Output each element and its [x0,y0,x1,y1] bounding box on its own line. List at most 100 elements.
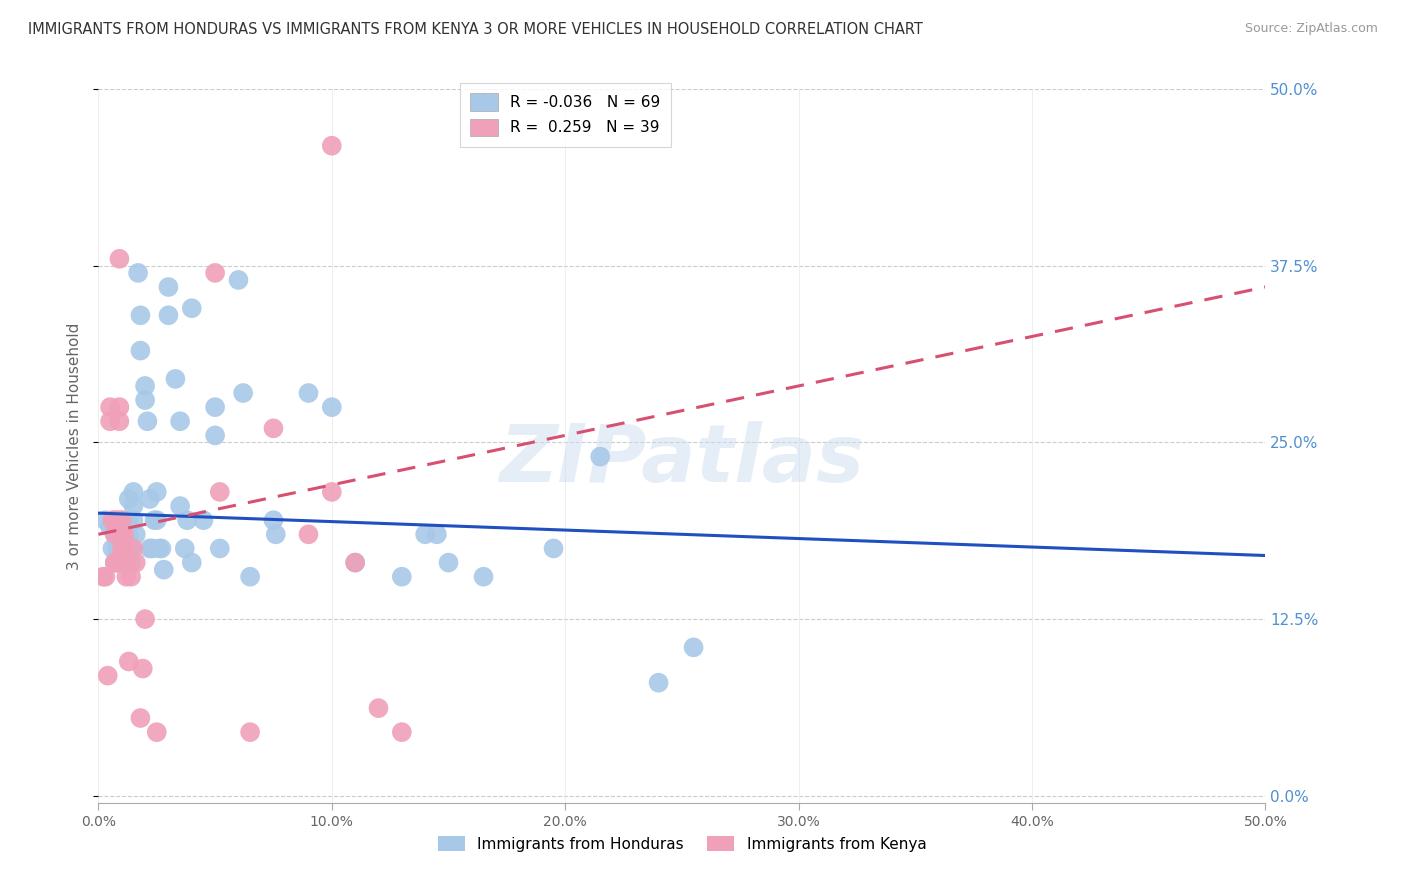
Point [262,513,284,527]
Point [104,556,127,570]
Point [204,428,226,442]
Point [111,527,134,541]
Point [115,570,138,584]
Point [129,343,152,358]
Point [589,450,612,464]
Point [146,484,169,499]
Point [125,556,148,570]
Point [413,527,436,541]
Point [148,541,170,556]
Point [169,414,191,428]
Point [321,138,343,153]
Point [193,513,215,527]
Point [176,513,198,527]
Point [391,570,413,584]
Point [98,400,121,414]
Point [105,556,128,570]
Point [115,556,138,570]
Point [139,491,162,506]
Point [112,534,135,549]
Point [134,393,156,408]
Point [437,556,460,570]
Point [297,527,319,541]
Point [91,570,114,584]
Point [118,527,141,541]
Point [111,527,134,541]
Point [321,484,343,499]
Point [208,484,231,499]
Point [105,520,128,534]
Point [173,541,195,556]
Point [122,484,145,499]
Point [104,527,127,541]
Point [146,513,169,527]
Point [125,527,148,541]
Point [120,570,142,584]
Point [94,570,117,584]
Point [344,556,367,570]
Point [111,541,134,556]
Point [391,725,413,739]
Point [543,541,565,556]
Point [111,513,134,527]
Point [297,386,319,401]
Point [108,541,131,556]
Point [367,701,389,715]
Point [165,372,187,386]
Point [682,640,704,655]
Point [647,675,669,690]
Point [141,541,163,556]
Point [104,527,127,541]
Point [111,534,134,549]
Text: IMMIGRANTS FROM HONDURAS VS IMMIGRANTS FROM KENYA 3 OR MORE VEHICLES IN HOUSEHOL: IMMIGRANTS FROM HONDURAS VS IMMIGRANTS F… [28,22,922,37]
Point [101,513,124,527]
Point [122,513,145,527]
Point [112,541,135,556]
Point [204,400,226,414]
Point [180,301,202,316]
Point [108,400,131,414]
Point [118,513,141,527]
Point [94,513,117,527]
Point [472,570,495,584]
Point [118,491,141,506]
Point [228,273,250,287]
Point [232,386,254,401]
Point [108,252,131,266]
Point [169,499,191,513]
Point [129,308,152,322]
Point [239,725,262,739]
Legend: Immigrants from Honduras, Immigrants from Kenya: Immigrants from Honduras, Immigrants fro… [430,828,934,859]
Point [122,541,145,556]
Point [108,414,131,428]
Point [98,520,121,534]
Point [127,266,149,280]
Point [108,520,131,534]
Point [98,414,121,428]
Text: ZIPatlas: ZIPatlas [499,421,865,500]
Point [262,421,284,435]
Point [111,532,134,546]
Point [157,280,180,294]
Point [105,541,128,556]
Point [264,527,287,541]
Point [204,266,226,280]
Point [104,513,127,527]
Point [134,379,156,393]
Point [143,513,166,527]
Point [120,556,142,570]
Point [104,556,127,570]
Point [321,400,343,414]
Y-axis label: 3 or more Vehicles in Household: 3 or more Vehicles in Household [67,322,83,570]
Point [208,541,231,556]
Point [136,414,159,428]
Point [122,499,145,513]
Point [132,662,155,676]
Point [146,725,169,739]
Point [239,570,262,584]
Point [105,556,128,570]
Point [118,655,141,669]
Point [139,541,162,556]
Point [101,541,124,556]
Point [129,711,152,725]
